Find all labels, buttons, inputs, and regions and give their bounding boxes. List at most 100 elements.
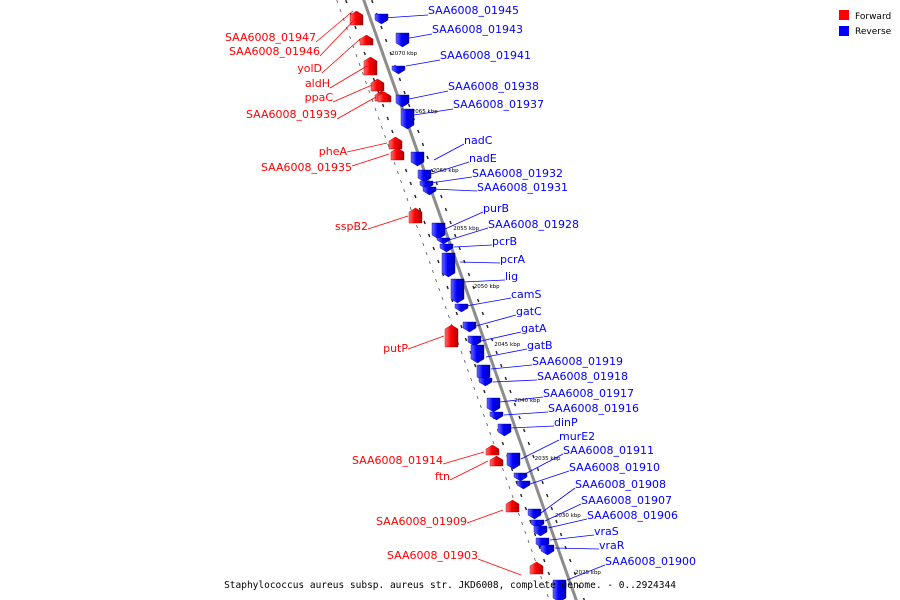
gene-label-ftn[interactable]: ftn (435, 470, 450, 483)
gene-label-saa6008-01911[interactable]: SAA6008_01911 (563, 444, 654, 457)
gene-label-vras[interactable]: vraS (594, 525, 619, 538)
reverse-gene-glyph[interactable] (441, 252, 456, 278)
gene-label-saa6008-01919[interactable]: SAA6008_01919 (532, 355, 623, 368)
gene-label-gatc[interactable]: gatC (516, 305, 542, 318)
gene-label-saa6008-01909[interactable]: SAA6008_01909 (376, 515, 467, 528)
gene-label-saa6008-01937[interactable]: SAA6008_01937 (453, 98, 544, 111)
strand-dash (409, 206, 412, 211)
reverse-gene-glyph[interactable] (540, 544, 555, 556)
reverse-gene-glyph[interactable] (462, 321, 477, 333)
forward-gene-glyph[interactable] (489, 455, 504, 467)
gene-label-saa6008-01931[interactable]: SAA6008_01931 (477, 181, 568, 194)
forward-gene-glyph[interactable] (444, 324, 459, 348)
gene-label-purb[interactable]: purB (483, 202, 509, 215)
reverse-gene-glyph[interactable] (489, 411, 504, 421)
reverse-gene-glyph[interactable] (533, 525, 548, 537)
reverse-gene-glyph[interactable] (527, 508, 542, 520)
reverse-gene-glyph[interactable] (417, 169, 432, 183)
reverse-gene-glyph[interactable] (395, 94, 410, 108)
gene-label-saa6008-01939[interactable]: SAA6008_01939 (246, 108, 337, 121)
reverse-gene-glyph[interactable] (513, 472, 528, 482)
gene-label-saa6008-01938[interactable]: SAA6008_01938 (448, 80, 539, 93)
reverse-gene-glyph[interactable] (400, 108, 415, 130)
reverse-gene-glyph[interactable] (431, 222, 446, 240)
gene-label-saa6008-01943[interactable]: SAA6008_01943 (432, 23, 523, 36)
gene-label-pcrb[interactable]: pcrB (492, 235, 517, 248)
gene-label-saa6008-01910[interactable]: SAA6008_01910 (569, 461, 660, 474)
reverse-gene-glyph[interactable] (516, 480, 531, 490)
gene-label-saa6008-01903[interactable]: SAA6008_01903 (387, 549, 478, 562)
gene-label-saa6008-01947[interactable]: SAA6008_01947 (225, 31, 316, 44)
forward-gene-glyph[interactable] (363, 56, 378, 76)
forward-gene-glyph[interactable] (370, 78, 385, 92)
gene-label-nade[interactable]: nadE (469, 152, 497, 165)
gene-label-mure2[interactable]: murE2 (559, 430, 595, 443)
strand-dash (403, 90, 406, 95)
gene-label-saa6008-01914[interactable]: SAA6008_01914 (352, 454, 443, 467)
gene-label-yold[interactable]: yolD (297, 62, 322, 75)
label-leader-line (429, 176, 473, 184)
forward-gene-glyph[interactable] (505, 499, 520, 513)
reverse-gene-glyph[interactable] (467, 335, 482, 347)
reverse-gene-glyph[interactable] (374, 13, 389, 25)
gene-label-saa6008-01946[interactable]: SAA6008_01946 (229, 45, 320, 58)
gene-label-saa6008-01917[interactable]: SAA6008_01917 (543, 387, 634, 400)
reverse-gene-glyph[interactable] (436, 237, 451, 245)
reverse-gene-glyph[interactable] (506, 452, 521, 470)
reverse-gene-glyph[interactable] (486, 397, 501, 413)
label-leader-line (332, 84, 373, 103)
gene-label-saa6008-01935[interactable]: SAA6008_01935 (261, 161, 352, 174)
reverse-gene-glyph[interactable] (454, 303, 469, 313)
gene-label-gata[interactable]: gatA (521, 322, 547, 335)
reverse-gene-glyph[interactable] (470, 344, 485, 364)
strand-dash (414, 194, 417, 199)
forward-gene-glyph[interactable] (529, 561, 544, 575)
reverse-gene-glyph[interactable] (497, 423, 512, 437)
forward-gene-glyph[interactable] (377, 91, 392, 103)
gene-label-putp[interactable]: putP (383, 342, 408, 355)
reverse-gene-glyph[interactable] (391, 65, 406, 75)
forward-gene-glyph[interactable] (485, 444, 500, 456)
forward-gene-glyph[interactable] (388, 136, 403, 150)
gene-label-saa6008-01918[interactable]: SAA6008_01918 (537, 370, 628, 383)
reverse-gene-glyph[interactable] (410, 151, 425, 167)
label-leader-line (510, 425, 555, 429)
strand-dash (406, 197, 409, 202)
gene-label-vrar[interactable]: vraR (599, 539, 625, 552)
gene-label-saa6008-01945[interactable]: SAA6008_01945 (428, 4, 519, 17)
gene-label-nadc[interactable]: nadC (464, 134, 493, 147)
gene-label-dinp[interactable]: dinP (554, 416, 578, 429)
gene-label-saa6008-01900[interactable]: SAA6008_01900 (605, 555, 696, 568)
gene-label-pcra[interactable]: pcrA (500, 253, 526, 266)
kbp-tick-label: 2060 kbp (433, 168, 459, 174)
gene-label-saa6008-01916[interactable]: SAA6008_01916 (548, 402, 639, 415)
reverse-gene-glyph[interactable] (439, 243, 454, 253)
gene-label-saa6008-01928[interactable]: SAA6008_01928 (488, 218, 579, 231)
forward-gene-glyph[interactable] (408, 207, 423, 224)
strand-dash (374, 107, 377, 112)
gene-label-aldh[interactable]: aldH (305, 77, 330, 90)
reverse-gene-glyph[interactable] (478, 377, 493, 387)
reverse-gene-glyph[interactable] (395, 32, 410, 48)
strand-dash (417, 129, 420, 134)
gene-label-phea[interactable]: pheA (319, 145, 348, 158)
gene-label-saa6008-01941[interactable]: SAA6008_01941 (440, 49, 531, 62)
gene-label-ppac[interactable]: ppaC (305, 91, 334, 104)
gene-label-saa6008-01906[interactable]: SAA6008_01906 (587, 509, 678, 522)
gene-label-saa6008-01932[interactable]: SAA6008_01932 (472, 167, 563, 180)
gene-label-sspb2[interactable]: sspB2 (335, 220, 368, 233)
forward-gene-glyph[interactable] (359, 34, 374, 46)
reverse-gene-glyph[interactable] (422, 186, 437, 196)
gene-label-cams[interactable]: camS (511, 288, 542, 301)
strand-dash (460, 324, 463, 329)
gene-label-saa6008-01908[interactable]: SAA6008_01908 (575, 478, 666, 491)
gene-label-gatb[interactable]: gatB (527, 339, 553, 352)
strand-dash (543, 584, 546, 589)
label-leader-line (547, 518, 588, 529)
gene-label-lig[interactable]: lig (505, 270, 518, 283)
forward-gene-glyph[interactable] (390, 147, 405, 161)
reverse-gene-glyph[interactable] (552, 579, 567, 600)
gene-label-saa6008-01907[interactable]: SAA6008_01907 (581, 494, 672, 507)
reverse-gene-glyph[interactable] (450, 278, 465, 304)
label-leader-line (566, 564, 606, 581)
